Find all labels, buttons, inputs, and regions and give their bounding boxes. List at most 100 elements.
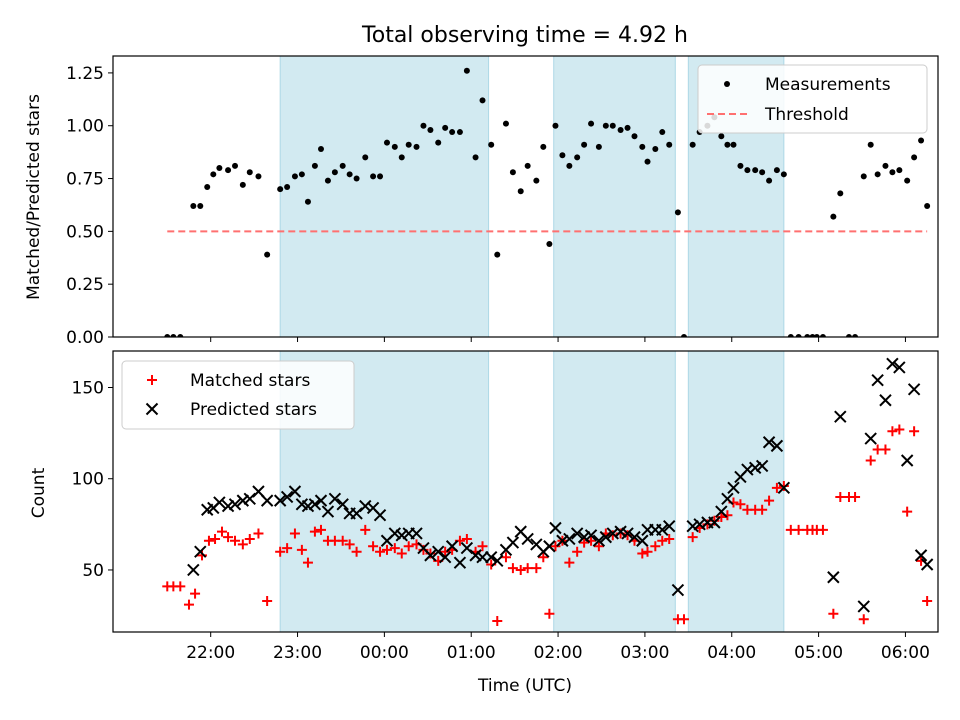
- matched-stars-marker: [309, 526, 320, 537]
- measurement-point: [552, 122, 559, 129]
- predicted-stars-marker: [721, 492, 734, 506]
- measurement-point: [449, 129, 456, 136]
- measurement-point: [391, 143, 398, 150]
- matched-stars-marker: [440, 546, 451, 557]
- matched-stars-marker: [197, 550, 208, 561]
- measurement-point: [609, 122, 616, 129]
- measurement-point: [370, 173, 377, 180]
- predicted-stars-marker: [715, 505, 728, 518]
- predicted-stars-marker: [280, 490, 294, 504]
- predicted-stars-marker: [491, 554, 504, 568]
- measurement-point: [533, 177, 540, 184]
- measurement-point: [546, 241, 553, 248]
- measurement-point: [737, 162, 744, 169]
- matched-stars-marker: [894, 424, 905, 435]
- measurement-point: [264, 251, 271, 258]
- predicted-stars-marker: [438, 550, 452, 564]
- measurement-point: [644, 158, 651, 165]
- matched-stars-marker: [282, 543, 293, 554]
- predicted-stars-marker: [288, 485, 302, 498]
- x-tick-label: 05:00: [794, 643, 843, 663]
- measurement-point: [524, 162, 531, 169]
- matched-stars-marker: [778, 481, 789, 492]
- predicted-stars-marker: [614, 525, 627, 538]
- measurement-point: [177, 334, 184, 337]
- measurement-point: [566, 162, 573, 169]
- y-tick-label: 50: [82, 561, 104, 581]
- measurement-point: [377, 173, 384, 180]
- predicted-stars-marker: [328, 492, 342, 506]
- x-tick-label: 23:00: [273, 643, 322, 663]
- top-y-axis-label: Matched/Predicted stars: [24, 94, 44, 300]
- matched-stars-marker: [425, 548, 436, 559]
- measurement-point: [405, 141, 412, 148]
- measurement-point: [284, 183, 291, 190]
- measurement-point: [204, 183, 211, 190]
- measurement-point: [911, 154, 918, 161]
- predicted-stars-marker: [920, 558, 934, 571]
- matched-stars-marker: [461, 533, 472, 544]
- measurement-point: [845, 334, 852, 337]
- bottom-legend: Matched stars Predicted stars: [121, 360, 355, 430]
- predicted-stars-marker: [886, 357, 899, 370]
- measurement-point: [666, 141, 673, 148]
- matched-stars-marker: [190, 588, 201, 599]
- measurement-point: [170, 334, 177, 337]
- measurement-point: [804, 334, 811, 337]
- measurement-point: [190, 203, 197, 210]
- matched-stars-marker: [564, 557, 575, 568]
- measurement-point: [197, 203, 204, 210]
- measurement-point: [210, 171, 217, 178]
- predicted-stars-marker: [321, 505, 335, 518]
- x-tick-label: 06:00: [881, 643, 930, 663]
- predicted-stars-marker: [273, 494, 287, 507]
- measurement-point: [225, 167, 232, 174]
- predicted-stars-marker: [663, 519, 676, 533]
- measurement-point: [602, 122, 609, 129]
- legend-measurements-marker: [724, 81, 730, 87]
- measurement-point: [588, 120, 595, 127]
- measurement-point: [581, 141, 588, 148]
- matched-stars-marker: [492, 616, 503, 627]
- measurement-point: [624, 124, 631, 131]
- measurement-point: [255, 173, 262, 180]
- matched-stars-marker: [253, 528, 264, 539]
- measurement-point: [813, 334, 820, 337]
- predicted-stars-marker: [388, 527, 402, 540]
- matched-stars-marker: [275, 546, 286, 557]
- matched-stars-marker: [360, 524, 371, 535]
- matched-stars-marker: [793, 524, 804, 535]
- measurement-point: [659, 129, 666, 136]
- measurement-point: [795, 334, 802, 337]
- measurement-point: [904, 177, 911, 184]
- matched-stars-marker: [817, 524, 828, 535]
- measurement-point: [383, 139, 390, 146]
- predicted-stars-marker: [549, 521, 562, 535]
- measurement-point: [744, 167, 751, 174]
- legend-threshold-label: Threshold: [764, 105, 849, 125]
- measurement-point: [724, 141, 731, 148]
- measurement-point: [517, 188, 524, 195]
- matched-stars-marker: [223, 532, 234, 543]
- predicted-stars-marker: [221, 499, 235, 513]
- matched-stars-marker: [835, 491, 846, 502]
- predicted-stars-marker: [506, 536, 520, 549]
- matched-stars-marker: [477, 541, 488, 552]
- measurement-point: [420, 122, 427, 129]
- bottom-y-axis-label: Count: [29, 467, 49, 518]
- matched-stars-marker: [507, 563, 518, 574]
- predicted-stars-marker: [484, 550, 498, 564]
- matched-stars-marker: [709, 515, 720, 526]
- predicted-stars-marker: [727, 481, 740, 495]
- legend-measurements-label: Measurements: [765, 75, 891, 95]
- predicted-stars-marker: [570, 527, 584, 540]
- matched-stars-marker: [315, 524, 326, 535]
- y-tick-label: 0.75: [66, 170, 104, 190]
- predicted-stars-marker: [636, 534, 649, 547]
- bottom-panel: 50 100 150 22:00 23:00 00:00 01:00 02:00 03:00 04…: [72, 350, 939, 663]
- matched-stars-marker: [500, 552, 511, 563]
- matched-stars-marker: [203, 535, 214, 546]
- measurement-point: [874, 171, 881, 178]
- matched-stars-marker: [550, 541, 561, 552]
